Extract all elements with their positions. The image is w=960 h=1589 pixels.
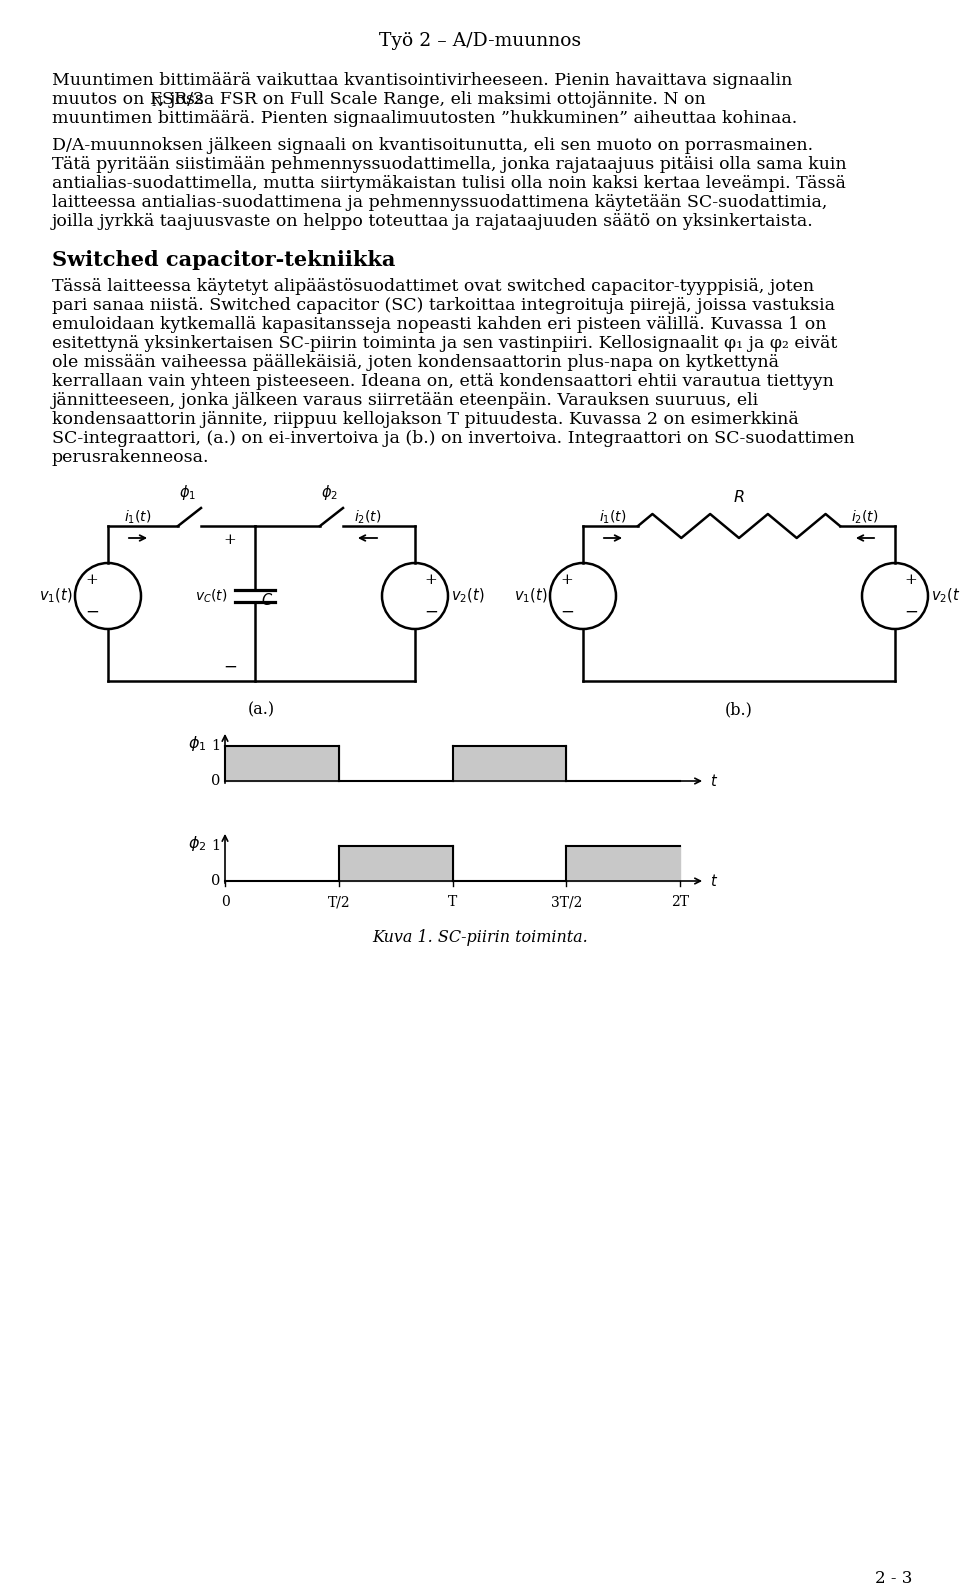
Text: 1: 1: [211, 839, 220, 853]
Text: $v_1(t)$: $v_1(t)$: [38, 586, 72, 605]
Text: 0: 0: [210, 874, 220, 888]
Text: $v_C(t)$: $v_C(t)$: [195, 588, 227, 605]
Text: Työ 2 – A/D-muunnos: Työ 2 – A/D-muunnos: [379, 32, 581, 49]
Text: 0: 0: [221, 895, 229, 909]
Text: −: −: [223, 658, 237, 675]
Text: $t$: $t$: [710, 772, 718, 790]
Text: joilla jyrkkä taajuusvaste on helppo toteuttaa ja rajataajuuden säätö on yksinke: joilla jyrkkä taajuusvaste on helppo tot…: [52, 213, 814, 230]
Text: ole missään vaiheessa päällekäisiä, joten kondensaattorin plus-napa on kytkettyn: ole missään vaiheessa päällekäisiä, jote…: [52, 354, 779, 370]
Text: antialias-suodattimella, mutta siirtymäkaistan tulisi olla noin kaksi kertaa lev: antialias-suodattimella, mutta siirtymäk…: [52, 175, 846, 192]
Text: T: T: [448, 895, 457, 909]
Text: SC-integraattori, (a.) on ei-invertoiva ja (b.) on invertoiva. Integraattori on : SC-integraattori, (a.) on ei-invertoiva …: [52, 431, 854, 447]
Text: 3T/2: 3T/2: [551, 895, 582, 909]
Text: Switched capacitor-tekniikka: Switched capacitor-tekniikka: [52, 249, 396, 270]
Text: $\phi_2$: $\phi_2$: [188, 834, 207, 853]
Text: $\phi_2$: $\phi_2$: [322, 483, 339, 502]
Text: $i_1(t)$: $i_1(t)$: [124, 508, 152, 526]
Text: −: −: [85, 604, 99, 620]
Text: 0: 0: [210, 774, 220, 788]
Text: T/2: T/2: [327, 895, 350, 909]
Text: esitettynä yksinkertaisen SC-piirin toiminta ja sen vastinpiiri. Kellosignaalit : esitettynä yksinkertaisen SC-piirin toim…: [52, 335, 837, 353]
Text: +: +: [424, 574, 438, 586]
Text: muuntimen bittimäärä. Pienten signaalimuutosten ”hukkuminen” aiheuttaa kohinaa.: muuntimen bittimäärä. Pienten signaalimu…: [52, 110, 797, 127]
Text: , jossa FSR on Full Scale Range, eli maksimi ottojännite. N on: , jossa FSR on Full Scale Range, eli mak…: [159, 91, 706, 108]
Text: −: −: [904, 604, 918, 620]
Text: perusrakenneosa.: perusrakenneosa.: [52, 450, 209, 466]
Text: (b.): (b.): [725, 701, 753, 718]
Text: kerrallaan vain yhteen pisteeseen. Ideana on, että kondensaattori ehtii varautua: kerrallaan vain yhteen pisteeseen. Idean…: [52, 373, 834, 389]
Text: $R$: $R$: [733, 489, 745, 505]
Text: Tätä pyritään siistimään pehmennyssuodattimella, jonka rajataajuus pitäisi olla : Tätä pyritään siistimään pehmennyssuodat…: [52, 156, 847, 173]
Text: muutos on FSR/2: muutos on FSR/2: [52, 91, 204, 108]
Text: emuloidaan kytkemallä kapasitansseja nopeasti kahden eri pisteen välillä. Kuvass: emuloidaan kytkemallä kapasitansseja nop…: [52, 316, 827, 334]
Text: kondensaattorin jännite, riippuu kellojakson T pituudesta. Kuvassa 2 on esimerkk: kondensaattorin jännite, riippuu kelloja…: [52, 412, 799, 427]
Text: +: +: [85, 574, 98, 586]
Text: $i_2(t)$: $i_2(t)$: [852, 508, 878, 526]
Text: $i_1(t)$: $i_1(t)$: [599, 508, 627, 526]
Text: $i_2(t)$: $i_2(t)$: [354, 508, 381, 526]
Text: laitteessa antialias-suodattimena ja pehmennyssuodattimena käytetään SC-suodatti: laitteessa antialias-suodattimena ja peh…: [52, 194, 828, 211]
Text: jännitteeseen, jonka jälkeen varaus siirretään eteenpäin. Varauksen suuruus, eli: jännitteeseen, jonka jälkeen varaus siir…: [52, 392, 759, 408]
Text: D/A-muunnoksen jälkeen signaali on kvantisoitunutta, eli sen muoto on porrasmain: D/A-muunnoksen jälkeen signaali on kvant…: [52, 137, 813, 154]
Text: +: +: [904, 574, 918, 586]
Text: Tässä laitteessa käytetyt alipäästösuodattimet ovat switched capacitor-tyyppisiä: Tässä laitteessa käytetyt alipäästösuoda…: [52, 278, 814, 296]
Text: Muuntimen bittimäärä vaikuttaa kvantisointivirheeseen. Pienin havaittava signaal: Muuntimen bittimäärä vaikuttaa kvantisoi…: [52, 72, 792, 89]
Text: pari sanaa niistä. Switched capacitor (SC) tarkoittaa integroituja piirejä, jois: pari sanaa niistä. Switched capacitor (S…: [52, 297, 835, 315]
Text: $v_2(t)$: $v_2(t)$: [931, 586, 960, 605]
Text: +: +: [561, 574, 573, 586]
Text: 2T: 2T: [671, 895, 689, 909]
Text: N: N: [151, 95, 161, 110]
Text: $v_1(t)$: $v_1(t)$: [514, 586, 547, 605]
Text: (a.): (a.): [248, 701, 276, 718]
Text: −: −: [424, 604, 438, 620]
Text: $\phi_1$: $\phi_1$: [188, 734, 207, 753]
Text: 1: 1: [211, 739, 220, 753]
Text: 2 - 3: 2 - 3: [875, 1570, 912, 1587]
Text: $v_2(t)$: $v_2(t)$: [451, 586, 485, 605]
Text: Kuva 1. SC-piirin toiminta.: Kuva 1. SC-piirin toiminta.: [372, 930, 588, 945]
Text: $\phi_1$: $\phi_1$: [180, 483, 197, 502]
Text: −: −: [560, 604, 574, 620]
Text: $C$: $C$: [261, 593, 274, 609]
Text: +: +: [224, 532, 236, 547]
Text: $t$: $t$: [710, 872, 718, 888]
